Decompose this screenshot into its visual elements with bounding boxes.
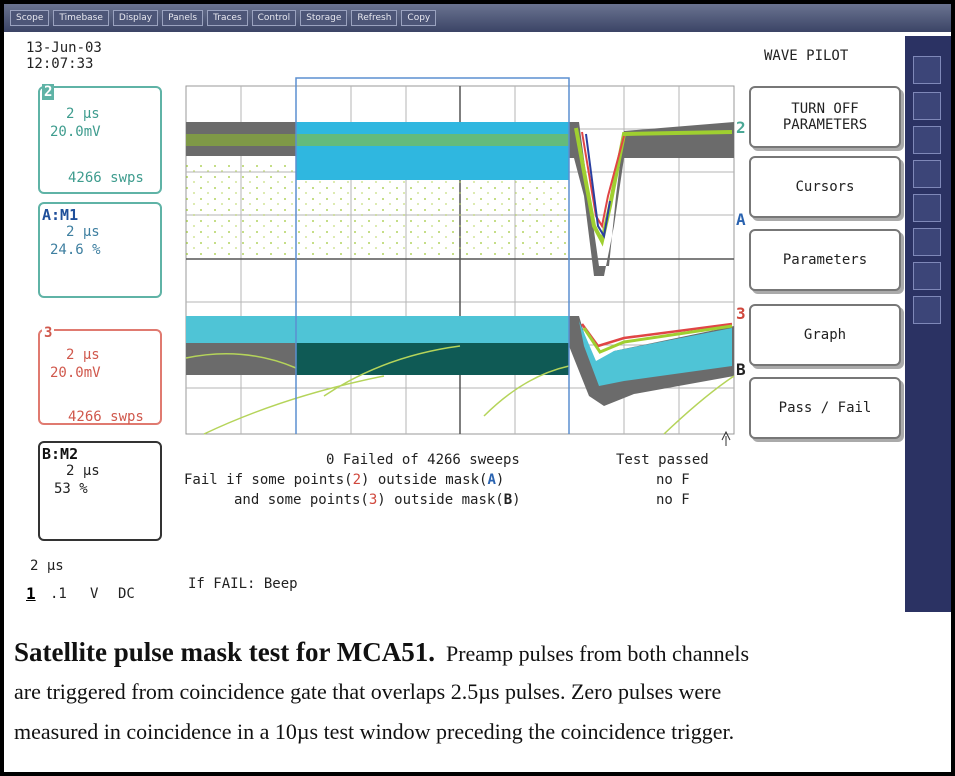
trace-marker: 2 xyxy=(736,118,746,137)
icon-button[interactable] xyxy=(913,194,941,222)
icon-button[interactable] xyxy=(913,92,941,120)
channel-sweeps: 4266 swps xyxy=(68,409,144,425)
menu-bar: Scope Timebase Display Panels Traces Con… xyxy=(4,4,951,32)
mask-ref: B xyxy=(504,492,512,508)
text: ) outside mask( xyxy=(361,472,487,488)
panel-button[interactable]: Graph xyxy=(749,304,901,366)
caption-text: Preamp pulses from both channels xyxy=(446,641,749,666)
menu-item[interactable]: Display xyxy=(113,10,158,26)
icon-button[interactable] xyxy=(913,228,941,256)
channel-sweeps: 4266 swps xyxy=(68,170,144,186)
panel-button[interactable]: Parameters xyxy=(749,229,901,291)
icon-button[interactable] xyxy=(913,126,941,154)
panel-title: WAVE PILOT xyxy=(764,48,848,64)
channel-label: 3 xyxy=(42,325,54,341)
footer-scale: .1 xyxy=(50,586,67,602)
channel-box[interactable]: 2 2 µs 20.0mV 4266 swps xyxy=(38,86,162,194)
panel-button[interactable]: Cursors xyxy=(749,156,901,218)
channel-box[interactable]: A:M1 2 µs 24.6 % xyxy=(38,202,162,298)
mask-condition: and some points(3) outside mask(B) xyxy=(234,492,521,508)
mask-condition: Fail if some points(2) outside mask(A) xyxy=(184,472,504,488)
scope-screen: 13-Jun-03 12:07:33 2 2 µs 20.0mV 4266 sw… xyxy=(20,36,905,612)
channel-ref: 2 xyxy=(353,472,361,488)
channel-box[interactable]: B:M2 2 µs 53 % xyxy=(38,441,162,541)
mask-result: Test passed xyxy=(616,452,709,468)
text: ) xyxy=(512,492,520,508)
caption-line: are triggered from coincidence gate that… xyxy=(14,672,721,712)
panel-button[interactable]: Pass / Fail xyxy=(749,377,901,439)
body: Scope Timebase Display Panels Traces Con… xyxy=(0,0,955,776)
channel-box[interactable]: 3 2 µs 20.0mV 4266 swps xyxy=(38,329,162,425)
channel-scale: 53 % xyxy=(54,481,88,497)
mask-ref: A xyxy=(487,472,495,488)
menu-item[interactable]: Copy xyxy=(401,10,436,26)
trace-marker: 3 xyxy=(736,304,746,323)
menu-item[interactable]: Control xyxy=(252,10,297,26)
waveform-grid xyxy=(184,76,744,446)
menu-item[interactable]: Timebase xyxy=(53,10,108,26)
menu-item[interactable]: Panels xyxy=(162,10,203,26)
text: Fail if some points( xyxy=(184,472,353,488)
channel-timebase: 2 µs xyxy=(66,463,100,479)
trace-marker: B xyxy=(736,360,746,379)
page: Mask Test { "menu": {"items": ["Scope", … xyxy=(0,0,955,776)
text: ) xyxy=(496,472,504,488)
footer-unit: V xyxy=(90,586,98,602)
footer-timebase: 2 µs xyxy=(30,558,64,574)
channel-scale: 20.0mV xyxy=(50,124,101,140)
icon-button[interactable] xyxy=(913,160,941,188)
channel-timebase: 2 µs xyxy=(66,347,100,363)
channel-timebase: 2 µs xyxy=(66,224,100,240)
menu-item[interactable]: Traces xyxy=(207,10,248,26)
menu-item[interactable]: Storage xyxy=(300,10,347,26)
channel-timebase: 2 µs xyxy=(66,106,100,122)
frame: Scope Timebase Display Panels Traces Con… xyxy=(0,0,955,776)
condition-result: no F xyxy=(656,492,690,508)
text: ) outside mask( xyxy=(377,492,503,508)
trace-marker: A xyxy=(736,210,746,229)
icon-strip xyxy=(905,36,951,612)
caption-line: Satellite pulse mask test for MCA51. Pre… xyxy=(14,632,749,674)
footer-coupling: DC xyxy=(118,586,135,602)
condition-result: no F xyxy=(656,472,690,488)
panel-button[interactable]: TURN OFF PARAMETERS xyxy=(749,86,901,148)
channel-label: 2 xyxy=(42,84,54,100)
channel-scale: 20.0mV xyxy=(50,365,101,381)
icon-button[interactable] xyxy=(913,296,941,324)
icon-button[interactable] xyxy=(913,56,941,84)
timestamp: 13-Jun-03 12:07:33 xyxy=(26,40,102,72)
caption-title: Satellite pulse mask test for MCA51. xyxy=(14,637,435,667)
channel-scale: 24.6 % xyxy=(50,242,101,258)
time: 12:07:33 xyxy=(26,56,102,72)
icon-button[interactable] xyxy=(913,262,941,290)
mask-summary: 0 Failed of 4266 sweeps xyxy=(326,452,520,468)
channel-label: A:M1 xyxy=(42,206,78,224)
date: 13-Jun-03 xyxy=(26,40,102,56)
footer-channel: 1 xyxy=(26,584,36,603)
menu-item[interactable]: Refresh xyxy=(351,10,397,26)
channel-label: B:M2 xyxy=(42,445,78,463)
menu-item[interactable]: Scope xyxy=(10,10,49,26)
caption-line: measured in coincidence in a 10µs test w… xyxy=(14,712,734,752)
text: and some points( xyxy=(234,492,369,508)
fail-action: If FAIL: Beep xyxy=(188,576,298,592)
